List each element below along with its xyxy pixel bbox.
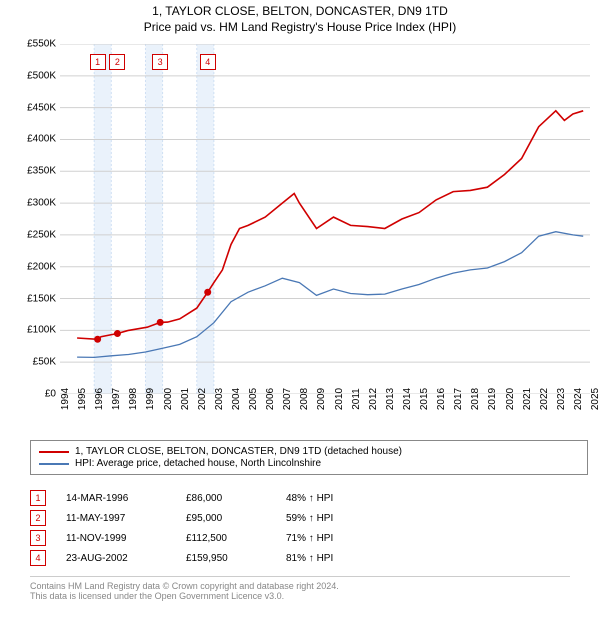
footer-line: This data is licensed under the Open Gov… [30,591,570,601]
transaction-pct: 48% ↑ HPI [286,493,386,504]
y-tick-label: £200K [27,261,56,272]
y-tick-label: £550K [27,39,56,50]
transaction-marker: 4 [30,550,46,566]
transaction-marker: 2 [30,510,46,526]
x-tick-label: 2013 [385,388,396,410]
transaction-price: £159,950 [186,553,266,564]
x-tick-label: 2010 [334,388,345,410]
x-tick-label: 2000 [163,388,174,410]
x-tick-label: 2016 [436,388,447,410]
x-tick-label: 2011 [351,388,362,410]
y-tick-label: £50K [33,357,56,368]
x-tick-label: 1994 [60,388,71,410]
x-tick-label: 2025 [590,388,600,410]
transaction-row: 3 11-NOV-1999 £112,500 71% ↑ HPI [30,528,570,548]
transaction-row: 2 11-MAY-1997 £95,000 59% ↑ HPI [30,508,570,528]
x-tick-label: 1998 [128,388,139,410]
x-tick-label: 2001 [180,388,191,410]
transaction-marker: 2 [109,54,125,70]
transaction-date: 11-NOV-1999 [66,533,166,544]
transaction-row: 4 23-AUG-2002 £159,950 81% ↑ HPI [30,548,570,568]
x-tick-label: 1999 [145,388,156,410]
legend-swatch [39,451,69,453]
y-tick-label: £300K [27,198,56,209]
legend-item: 1, TAYLOR CLOSE, BELTON, DONCASTER, DN9 … [39,446,579,457]
transaction-pct: 71% ↑ HPI [286,533,386,544]
x-tick-label: 2014 [402,388,413,410]
x-tick-label: 2006 [265,388,276,410]
chart-plot: £0£50K£100K£150K£200K£250K£300K£350K£400… [60,44,590,394]
x-tick-label: 2005 [248,388,259,410]
x-tick-label: 2004 [231,388,242,410]
transaction-price: £86,000 [186,493,266,504]
x-tick-label: 2022 [539,388,550,410]
y-tick-label: £250K [27,229,56,240]
transaction-marker: 3 [152,54,168,70]
transaction-price: £112,500 [186,533,266,544]
x-tick-label: 2024 [573,388,584,410]
legend-label: 1, TAYLOR CLOSE, BELTON, DONCASTER, DN9 … [75,446,402,457]
x-tick-label: 2007 [282,388,293,410]
transaction-marker: 1 [30,490,46,506]
x-tick-label: 2015 [419,388,430,410]
transaction-date: 23-AUG-2002 [66,553,166,564]
legend: 1, TAYLOR CLOSE, BELTON, DONCASTER, DN9 … [30,440,588,475]
x-tick-label: 2008 [299,388,310,410]
transaction-pct: 81% ↑ HPI [286,553,386,564]
x-tick-label: 2003 [214,388,225,410]
y-tick-label: £500K [27,70,56,81]
y-tick-label: £150K [27,293,56,304]
footer-line: Contains HM Land Registry data © Crown c… [30,581,570,591]
x-tick-label: 2021 [522,388,533,410]
legend-label: HPI: Average price, detached house, Nort… [75,458,321,469]
y-tick-label: £350K [27,166,56,177]
footer-attribution: Contains HM Land Registry data © Crown c… [30,576,570,601]
x-tick-label: 1997 [111,388,122,410]
legend-swatch [39,463,69,465]
transaction-marker: 3 [30,530,46,546]
x-tick-label: 2019 [487,388,498,410]
y-tick-label: £450K [27,102,56,113]
y-tick-label: £400K [27,134,56,145]
y-tick-label: £100K [27,325,56,336]
x-tick-label: 2023 [556,388,567,410]
transactions-table: 1 14-MAR-1996 £86,000 48% ↑ HPI 2 11-MAY-1997… [30,488,570,568]
x-tick-label: 1996 [94,388,105,410]
y-tick-label: £0 [45,389,56,400]
x-tick-label: 2020 [505,388,516,410]
transaction-marker: 1 [90,54,106,70]
transaction-price: £95,000 [186,513,266,524]
x-tick-label: 2002 [197,388,208,410]
chart-title-address: 1, TAYLOR CLOSE, BELTON, DONCASTER, DN9 … [0,4,600,18]
chart-subtitle: Price paid vs. HM Land Registry's House … [0,20,600,34]
x-tick-label: 1995 [77,388,88,410]
x-tick-label: 2018 [470,388,481,410]
x-tick-label: 2009 [316,388,327,410]
transaction-row: 1 14-MAR-1996 £86,000 48% ↑ HPI [30,488,570,508]
transaction-date: 11-MAY-1997 [66,513,166,524]
legend-item: HPI: Average price, detached house, Nort… [39,458,579,469]
x-tick-label: 2012 [368,388,379,410]
transaction-date: 14-MAR-1996 [66,493,166,504]
transaction-pct: 59% ↑ HPI [286,513,386,524]
x-tick-label: 2017 [453,388,464,410]
transaction-marker: 4 [200,54,216,70]
